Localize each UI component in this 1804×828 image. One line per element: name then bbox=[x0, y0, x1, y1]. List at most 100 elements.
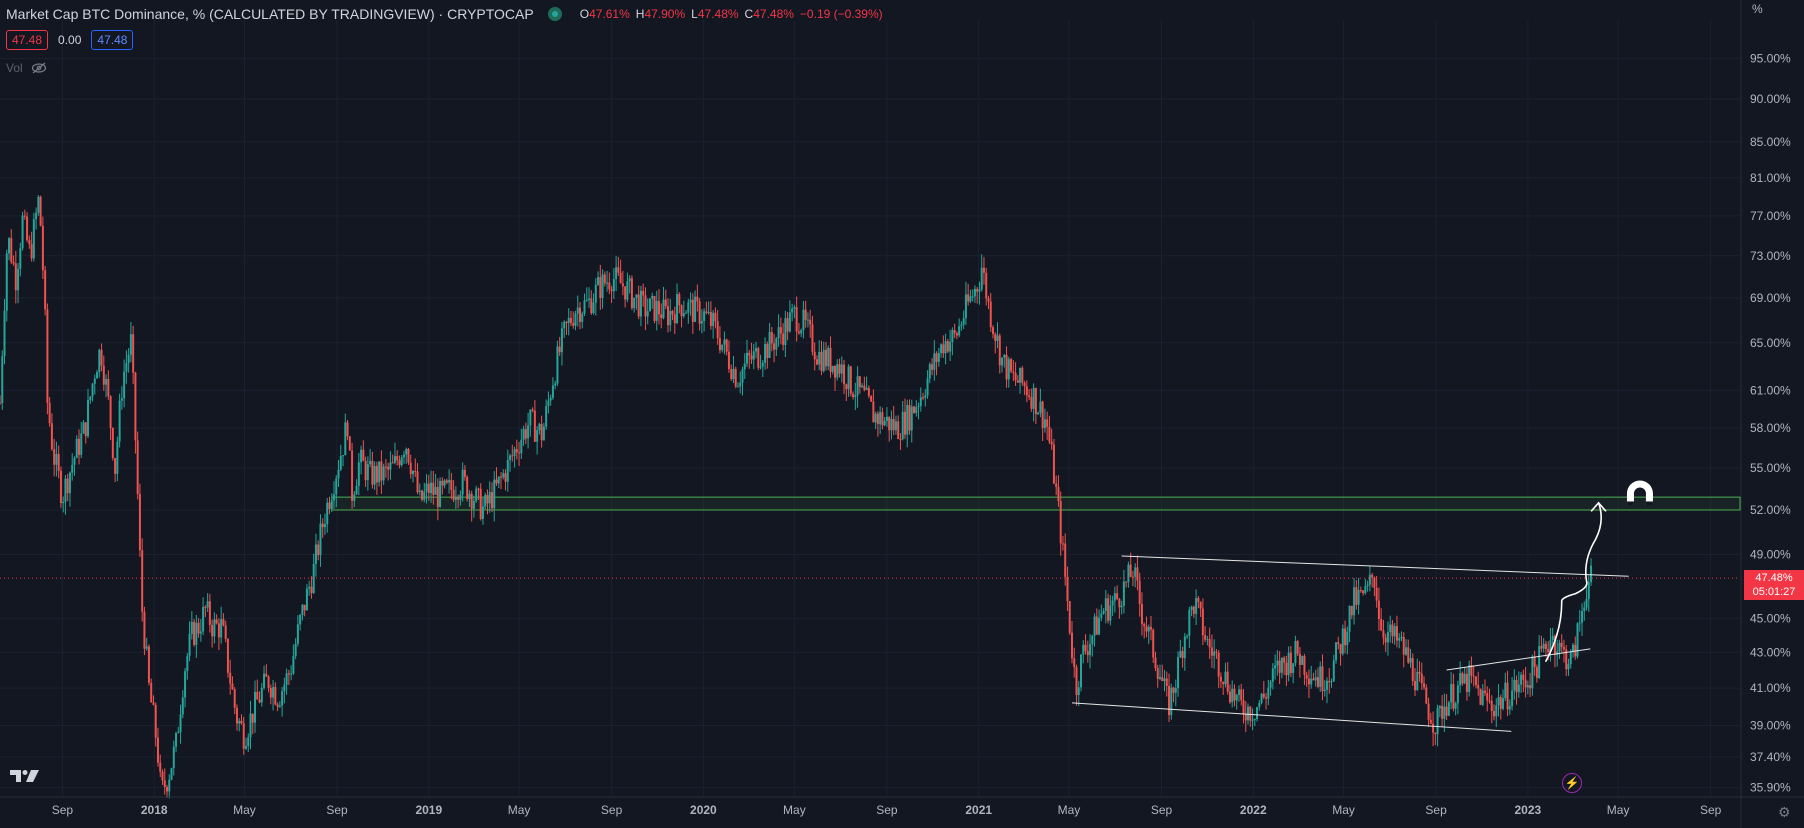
candle-body bbox=[1050, 441, 1053, 445]
market-status-icon[interactable] bbox=[547, 7, 562, 21]
candle-body bbox=[1012, 371, 1015, 373]
candle-body bbox=[328, 502, 331, 509]
candle-body bbox=[549, 397, 552, 401]
x-tick-label: Sep bbox=[326, 803, 348, 817]
x-tick-label: Sep bbox=[876, 803, 898, 817]
candle-body bbox=[554, 383, 557, 386]
candle-body bbox=[698, 301, 701, 324]
candle-body bbox=[1348, 605, 1351, 632]
price-unit: % bbox=[1752, 2, 1763, 16]
candle-body bbox=[1039, 401, 1042, 413]
candle-body bbox=[1531, 656, 1534, 689]
candle-body bbox=[1143, 623, 1146, 627]
candle-body bbox=[788, 312, 791, 332]
lightning-icon[interactable]: ⚡ bbox=[1562, 773, 1582, 793]
volume-legend: Vol bbox=[6, 61, 47, 75]
candle-body bbox=[533, 410, 536, 442]
candle-body bbox=[432, 482, 435, 495]
candle-body bbox=[757, 348, 760, 368]
candle-body bbox=[10, 238, 13, 262]
candle-body bbox=[82, 422, 85, 434]
volume-label[interactable]: Vol bbox=[6, 61, 23, 75]
candle-body bbox=[637, 294, 640, 317]
candle-body bbox=[1199, 601, 1202, 609]
candle-body bbox=[802, 309, 805, 331]
candle-body bbox=[378, 461, 381, 483]
candle-body bbox=[1271, 668, 1274, 682]
candle-body bbox=[1587, 582, 1590, 600]
candle-body bbox=[1095, 616, 1098, 635]
candle-body bbox=[910, 406, 913, 431]
x-tick-label: May bbox=[1058, 803, 1081, 817]
y-tick-label: 55.00% bbox=[1750, 461, 1791, 475]
candle-body bbox=[599, 277, 602, 299]
candle-body bbox=[624, 286, 627, 300]
candle-body bbox=[1073, 658, 1076, 668]
candle-body bbox=[19, 248, 22, 269]
eye-crossed-icon[interactable] bbox=[31, 62, 47, 74]
candle-body bbox=[630, 278, 633, 309]
candle-body bbox=[195, 622, 198, 645]
candle-body bbox=[515, 449, 518, 453]
candle-body bbox=[217, 623, 220, 638]
candle-body bbox=[1070, 632, 1073, 659]
candle-body bbox=[1014, 372, 1017, 381]
candle-body bbox=[238, 720, 241, 724]
candle-body bbox=[1280, 657, 1283, 673]
candle-body bbox=[705, 311, 708, 313]
candle-body bbox=[831, 365, 834, 372]
candle-body bbox=[852, 393, 855, 397]
candle-body bbox=[919, 397, 922, 407]
candle-body bbox=[651, 296, 654, 299]
candle-body bbox=[1276, 660, 1279, 666]
candle-body bbox=[208, 601, 211, 625]
candle-body bbox=[588, 298, 591, 300]
tradingview-logo-icon[interactable] bbox=[9, 768, 43, 784]
candle-body bbox=[1540, 646, 1543, 649]
candle-body bbox=[1583, 607, 1586, 612]
candle-body bbox=[77, 438, 80, 455]
candle-body bbox=[897, 421, 900, 440]
candle-body bbox=[463, 469, 466, 477]
x-tick-label: Sep bbox=[1151, 803, 1173, 817]
candle-body bbox=[1188, 609, 1191, 636]
gear-icon[interactable]: ⚙ bbox=[1778, 804, 1791, 820]
symbol-title[interactable]: Market Cap BTC Dominance, % (CALCULATED … bbox=[6, 6, 534, 22]
candle-body bbox=[1136, 567, 1139, 581]
candle-body bbox=[1028, 395, 1031, 397]
candle-body bbox=[1003, 354, 1006, 358]
candle-body bbox=[579, 307, 581, 322]
candle-body bbox=[407, 448, 410, 463]
candle-body bbox=[1504, 682, 1507, 699]
buy-price-button[interactable]: 47.48 bbox=[91, 30, 134, 50]
candle-body bbox=[1335, 642, 1338, 661]
candle-body bbox=[66, 478, 69, 494]
x-tick-label: May bbox=[1607, 803, 1630, 817]
candle-body bbox=[276, 704, 279, 707]
candle-body bbox=[1222, 681, 1225, 685]
candle-body bbox=[1204, 635, 1207, 640]
candle-body bbox=[784, 318, 787, 345]
candle-body bbox=[804, 309, 807, 320]
candle-body bbox=[1524, 679, 1527, 688]
candle-body bbox=[1249, 706, 1252, 721]
candle-body bbox=[806, 319, 809, 321]
candle-body bbox=[391, 462, 394, 464]
candle-body bbox=[411, 471, 414, 475]
candle-body bbox=[879, 412, 882, 425]
candle-body bbox=[1294, 641, 1297, 664]
candle-body bbox=[159, 762, 162, 772]
candle-body bbox=[660, 314, 663, 319]
candle-body bbox=[545, 406, 548, 427]
sell-price-button[interactable]: 47.48 bbox=[6, 30, 49, 50]
y-tick-label: 35.90% bbox=[1750, 781, 1791, 795]
candle-body bbox=[267, 676, 270, 688]
candle-body bbox=[242, 723, 245, 749]
candle-body bbox=[1134, 567, 1137, 577]
candle-body bbox=[1016, 380, 1019, 383]
candle-body bbox=[495, 479, 498, 484]
candle-body bbox=[330, 500, 333, 509]
candle-body bbox=[380, 461, 383, 481]
candle-body bbox=[1113, 593, 1116, 601]
